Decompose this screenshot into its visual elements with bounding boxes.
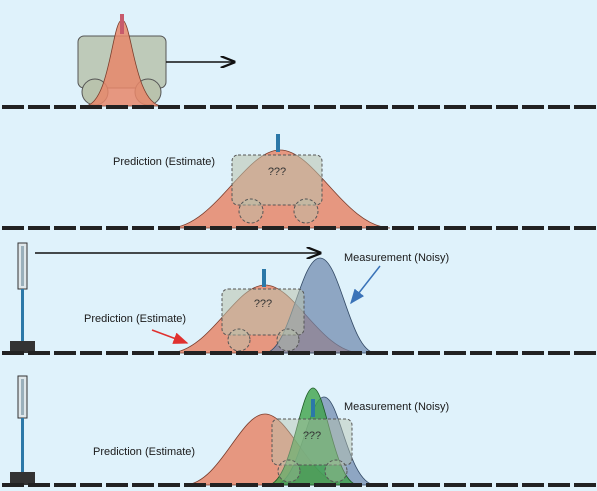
unknown-label: ???	[268, 166, 286, 178]
blue-pointer-arrow	[350, 265, 381, 305]
red-pointer-arrow	[151, 329, 189, 344]
position-marker	[311, 399, 315, 417]
sensor-pole	[10, 242, 35, 353]
measurement-label: Measurement (Noisy)	[344, 401, 449, 413]
panel-prediction: ??? Prediction (Estimate)	[2, 134, 597, 230]
sensor-pole	[10, 375, 35, 485]
position-marker	[120, 14, 124, 34]
measurement-label: Measurement (Noisy)	[344, 252, 449, 264]
panel-fused: ??? Prediction (Estimate) Measurement (N…	[2, 375, 597, 487]
unknown-label: ???	[254, 298, 272, 310]
panel-initial	[2, 14, 597, 109]
prediction-label: Prediction (Estimate)	[93, 446, 195, 458]
uncertain-car: ???	[221, 288, 305, 352]
unknown-label: ???	[303, 430, 321, 442]
prediction-label: Prediction (Estimate)	[84, 313, 186, 325]
uncertain-car: ???	[231, 154, 323, 224]
position-marker	[276, 134, 280, 152]
uncertain-car: ???	[271, 418, 353, 483]
position-marker	[262, 269, 266, 287]
prediction-label: Prediction (Estimate)	[113, 156, 215, 168]
fused-gaussian	[267, 387, 359, 486]
panel-measurement: ??? Prediction (Estimate) Measurement (N…	[2, 242, 597, 355]
